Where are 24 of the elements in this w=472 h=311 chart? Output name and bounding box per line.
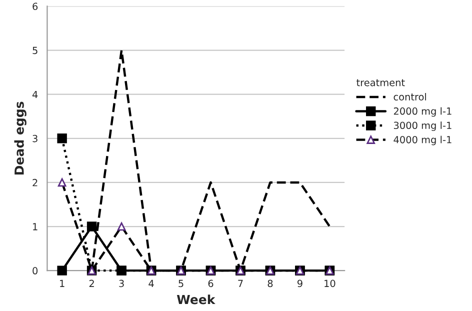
y-tick-label: 6	[32, 2, 38, 10]
y-axis-title: Dead eggs	[14, 102, 26, 174]
y-tick-label: 3	[32, 134, 38, 142]
x-tick-label: 6	[208, 280, 214, 288]
legend-label: 2000 mg l-1	[394, 107, 452, 117]
y-tick-label: 2	[32, 178, 38, 186]
x-tick-label: 4	[148, 280, 154, 287]
x-tick-label: 10	[324, 280, 336, 288]
x-tick-label: 8	[268, 280, 273, 288]
x-tick-label: 7	[238, 280, 243, 287]
y-tick-label: 4	[32, 90, 38, 98]
legend-title: treatment	[356, 79, 405, 86]
x-tick-label: 2	[89, 280, 94, 287]
x-tick-label: 9	[297, 280, 302, 288]
x-tick-label: 5	[178, 280, 184, 288]
x-tick-label: 3	[119, 280, 124, 288]
x-axis-title: Week	[176, 294, 216, 304]
legend-label: control	[394, 92, 426, 101]
legend-label: 3000 mg l-1	[394, 122, 452, 131]
y-tick-label: 0	[32, 267, 38, 274]
y-tick-label: 1	[33, 223, 38, 230]
x-tick-label: 1	[60, 280, 64, 287]
y-tick-label: 5	[32, 46, 38, 54]
legend-label: 4000 mg l-1	[394, 136, 452, 146]
